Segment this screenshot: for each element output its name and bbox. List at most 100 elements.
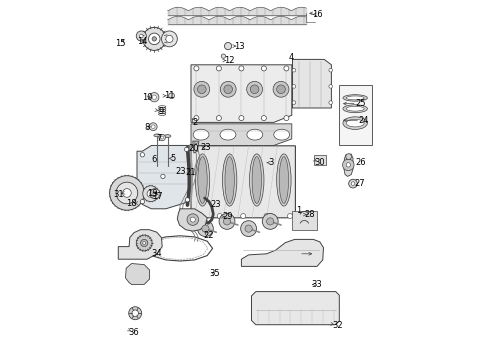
Circle shape <box>140 34 143 38</box>
Circle shape <box>261 116 267 121</box>
Polygon shape <box>344 154 353 176</box>
Polygon shape <box>137 145 189 209</box>
Text: 3: 3 <box>268 158 273 167</box>
Ellipse shape <box>277 154 291 206</box>
Circle shape <box>241 221 257 237</box>
Text: 26: 26 <box>356 158 366 167</box>
Text: 23: 23 <box>211 200 221 209</box>
Circle shape <box>349 179 357 188</box>
Circle shape <box>147 190 154 197</box>
Text: 30: 30 <box>315 158 325 167</box>
Circle shape <box>141 239 148 247</box>
Circle shape <box>346 163 350 167</box>
Circle shape <box>239 116 244 121</box>
Circle shape <box>277 85 285 94</box>
Circle shape <box>152 37 156 41</box>
Ellipse shape <box>222 154 237 206</box>
Circle shape <box>220 81 236 97</box>
Ellipse shape <box>193 129 209 140</box>
Polygon shape <box>177 209 207 231</box>
FancyBboxPatch shape <box>339 85 372 145</box>
Circle shape <box>292 68 296 72</box>
Circle shape <box>221 54 225 58</box>
Polygon shape <box>292 211 317 230</box>
Circle shape <box>292 85 296 88</box>
Circle shape <box>187 214 198 225</box>
Circle shape <box>136 235 152 251</box>
Circle shape <box>161 174 165 179</box>
Circle shape <box>343 159 354 171</box>
Circle shape <box>140 199 145 204</box>
Circle shape <box>161 136 164 139</box>
Circle shape <box>159 134 166 141</box>
Text: 2: 2 <box>192 118 197 127</box>
Text: 5: 5 <box>170 154 175 163</box>
Text: 23: 23 <box>201 143 211 152</box>
Circle shape <box>169 93 174 99</box>
Circle shape <box>151 125 155 129</box>
Text: 13: 13 <box>234 41 245 50</box>
Text: 22: 22 <box>203 231 214 240</box>
Circle shape <box>288 213 293 219</box>
Circle shape <box>116 182 138 204</box>
Ellipse shape <box>346 119 364 127</box>
Text: 15: 15 <box>116 40 126 49</box>
Circle shape <box>217 213 222 219</box>
Polygon shape <box>191 124 292 145</box>
Circle shape <box>129 307 142 320</box>
Circle shape <box>245 225 252 232</box>
Circle shape <box>150 189 160 199</box>
Circle shape <box>246 81 263 97</box>
Circle shape <box>143 242 146 244</box>
Circle shape <box>224 42 232 50</box>
Text: 17: 17 <box>152 192 163 201</box>
Circle shape <box>284 116 289 121</box>
Polygon shape <box>191 146 295 218</box>
Text: 33: 33 <box>311 280 321 289</box>
Text: 12: 12 <box>224 56 234 65</box>
Circle shape <box>194 213 199 219</box>
Ellipse shape <box>220 129 236 140</box>
Circle shape <box>197 221 213 237</box>
Circle shape <box>241 213 245 219</box>
Polygon shape <box>125 264 149 284</box>
Circle shape <box>185 147 189 152</box>
Polygon shape <box>293 59 331 108</box>
Ellipse shape <box>346 106 364 111</box>
Text: 36: 36 <box>129 328 140 337</box>
Text: 11: 11 <box>164 91 174 100</box>
Text: 18: 18 <box>126 198 137 207</box>
Text: 31: 31 <box>113 190 123 199</box>
Text: 35: 35 <box>209 269 220 278</box>
Circle shape <box>346 154 351 159</box>
Circle shape <box>250 85 259 94</box>
Circle shape <box>136 31 147 41</box>
Circle shape <box>152 95 156 99</box>
Circle shape <box>217 116 221 121</box>
Text: 16: 16 <box>312 10 322 19</box>
Circle shape <box>122 189 131 197</box>
Ellipse shape <box>154 134 160 137</box>
Circle shape <box>223 218 231 225</box>
Circle shape <box>149 123 157 131</box>
Circle shape <box>273 81 289 97</box>
Circle shape <box>194 116 199 121</box>
Circle shape <box>267 218 274 225</box>
Ellipse shape <box>196 154 210 206</box>
Circle shape <box>329 85 333 88</box>
Circle shape <box>262 213 278 229</box>
Circle shape <box>197 85 206 94</box>
Text: 6: 6 <box>151 155 157 164</box>
Circle shape <box>140 153 145 157</box>
Circle shape <box>351 182 355 185</box>
Polygon shape <box>251 292 339 325</box>
Polygon shape <box>242 239 323 266</box>
Text: 21: 21 <box>185 168 196 177</box>
Text: 34: 34 <box>151 249 162 258</box>
Circle shape <box>194 81 210 97</box>
Circle shape <box>143 186 159 202</box>
Circle shape <box>153 192 157 196</box>
Text: 14: 14 <box>138 37 148 46</box>
Ellipse shape <box>247 129 263 140</box>
Circle shape <box>284 66 289 71</box>
